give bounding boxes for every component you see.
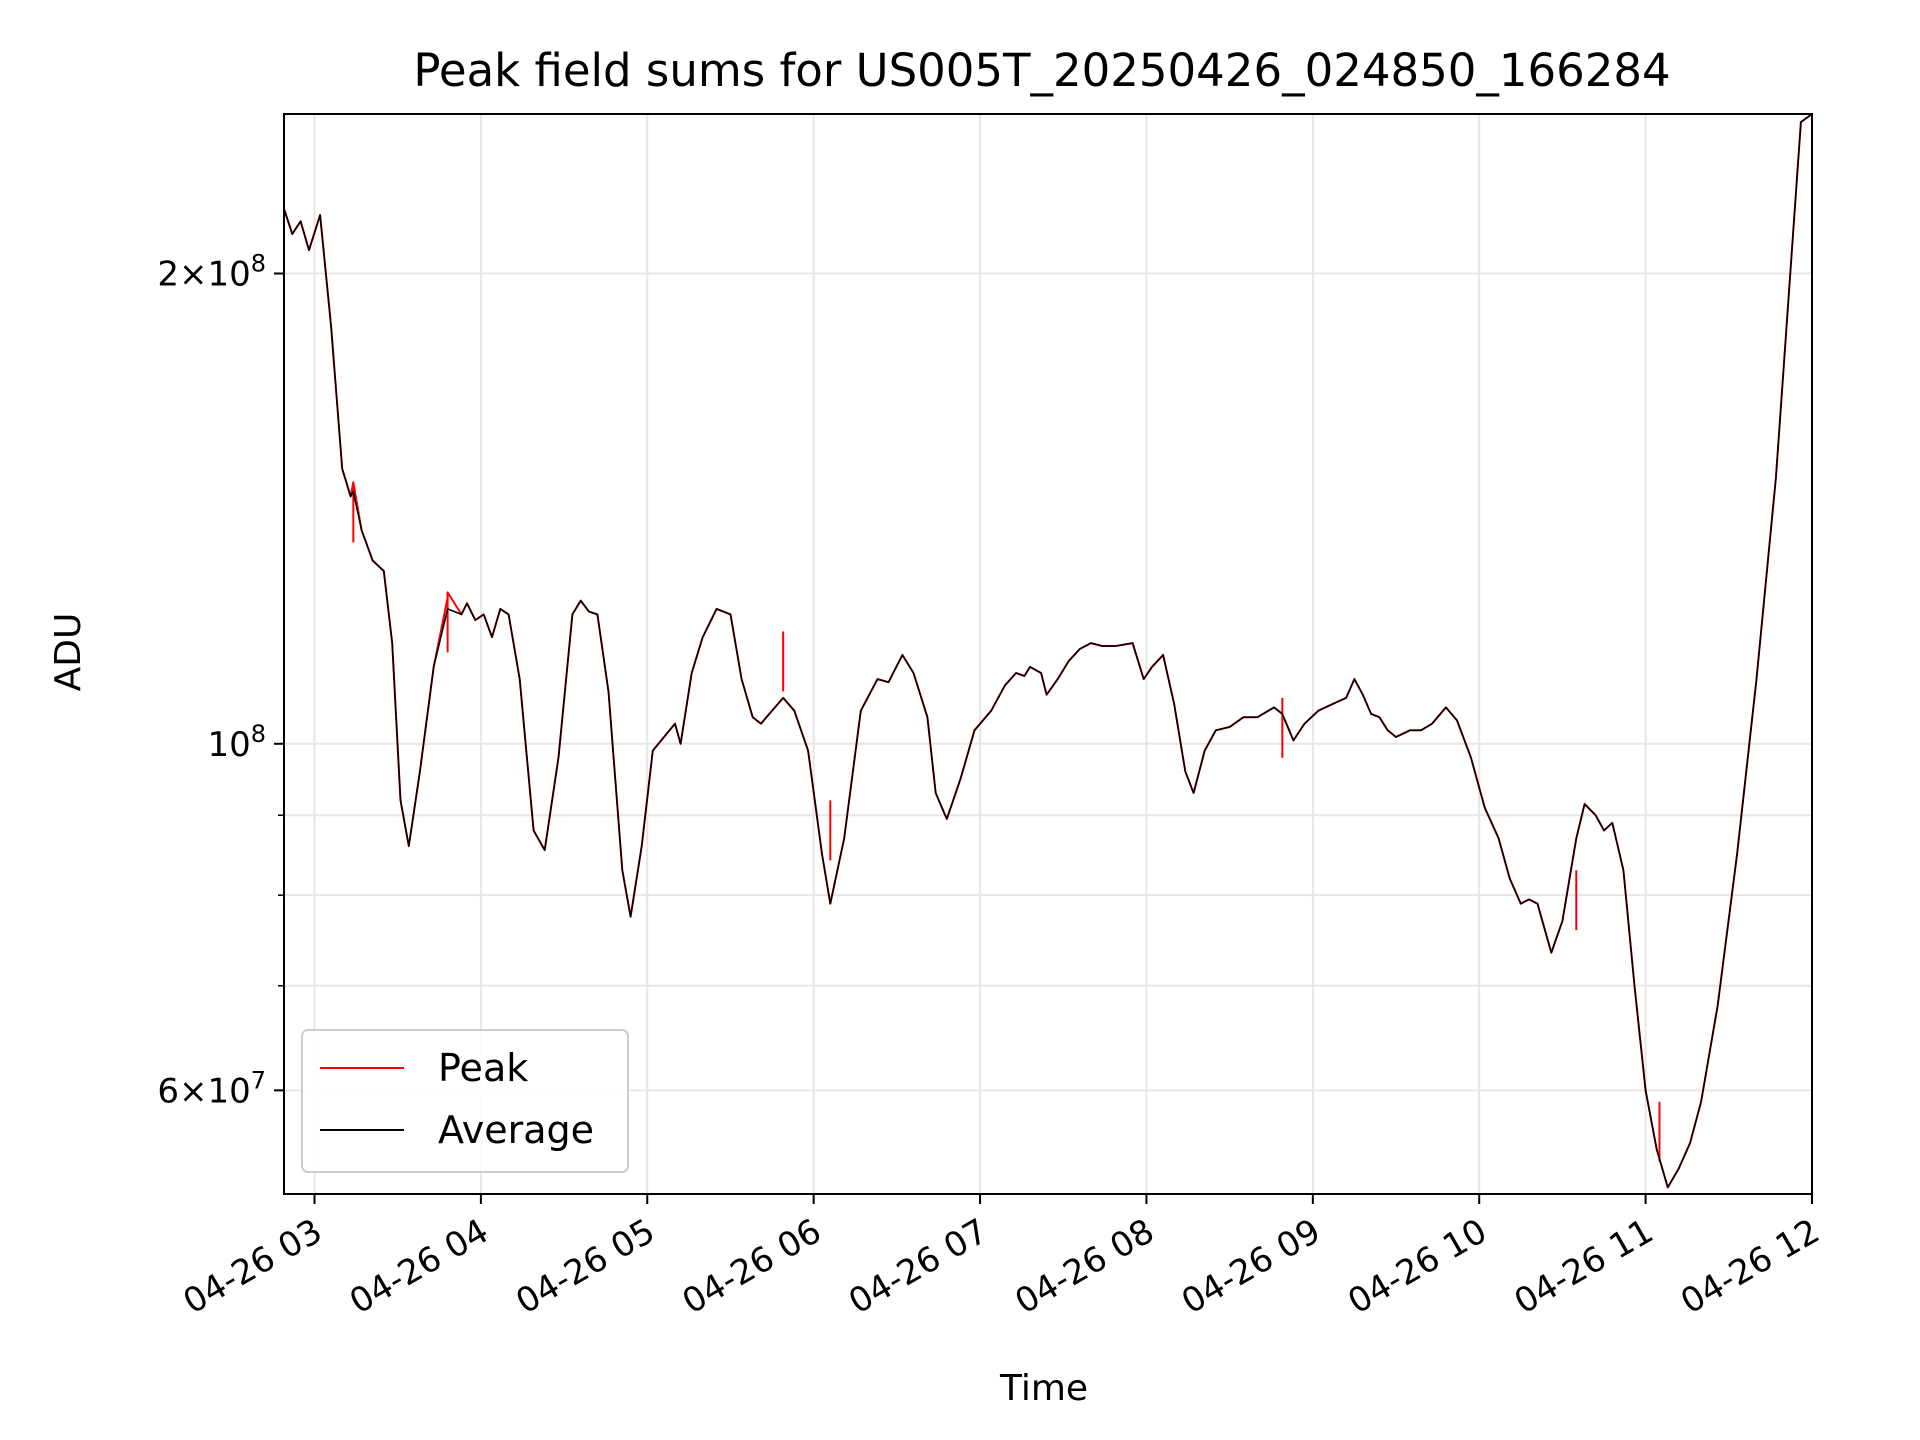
legend-label-peak: Peak	[438, 1046, 528, 1090]
y-tick-label: 2×108	[157, 249, 266, 294]
plot-frame	[283, 113, 1813, 1195]
y-tick-times: ×10	[179, 1071, 251, 1111]
y-tick-mantissa: 2	[157, 254, 179, 294]
y-tick-label: 108	[207, 720, 266, 765]
y-tick-exponent: 8	[251, 249, 266, 277]
y-tick-mantissa: 6	[157, 1071, 179, 1111]
y-tick-times: ×10	[179, 254, 251, 294]
legend-label-average: Average	[438, 1108, 594, 1152]
y-tick-exponent: 8	[251, 720, 266, 748]
series-line-average	[284, 114, 1812, 1189]
legend-box	[301, 1029, 629, 1173]
legend: Peak Average	[301, 1029, 629, 1173]
x-axis-label: Time	[999, 1368, 1088, 1409]
y-tick-label: 6×107	[157, 1066, 266, 1111]
series-layer	[284, 114, 1812, 1189]
y-tick-exponent: 7	[251, 1066, 266, 1094]
y-axis-label: ADU	[48, 613, 89, 692]
chart-title: Peak field sums for US005T_20250426_0248…	[413, 44, 1670, 97]
y-tick-base: 10	[207, 725, 250, 765]
series-average	[284, 114, 1812, 1189]
